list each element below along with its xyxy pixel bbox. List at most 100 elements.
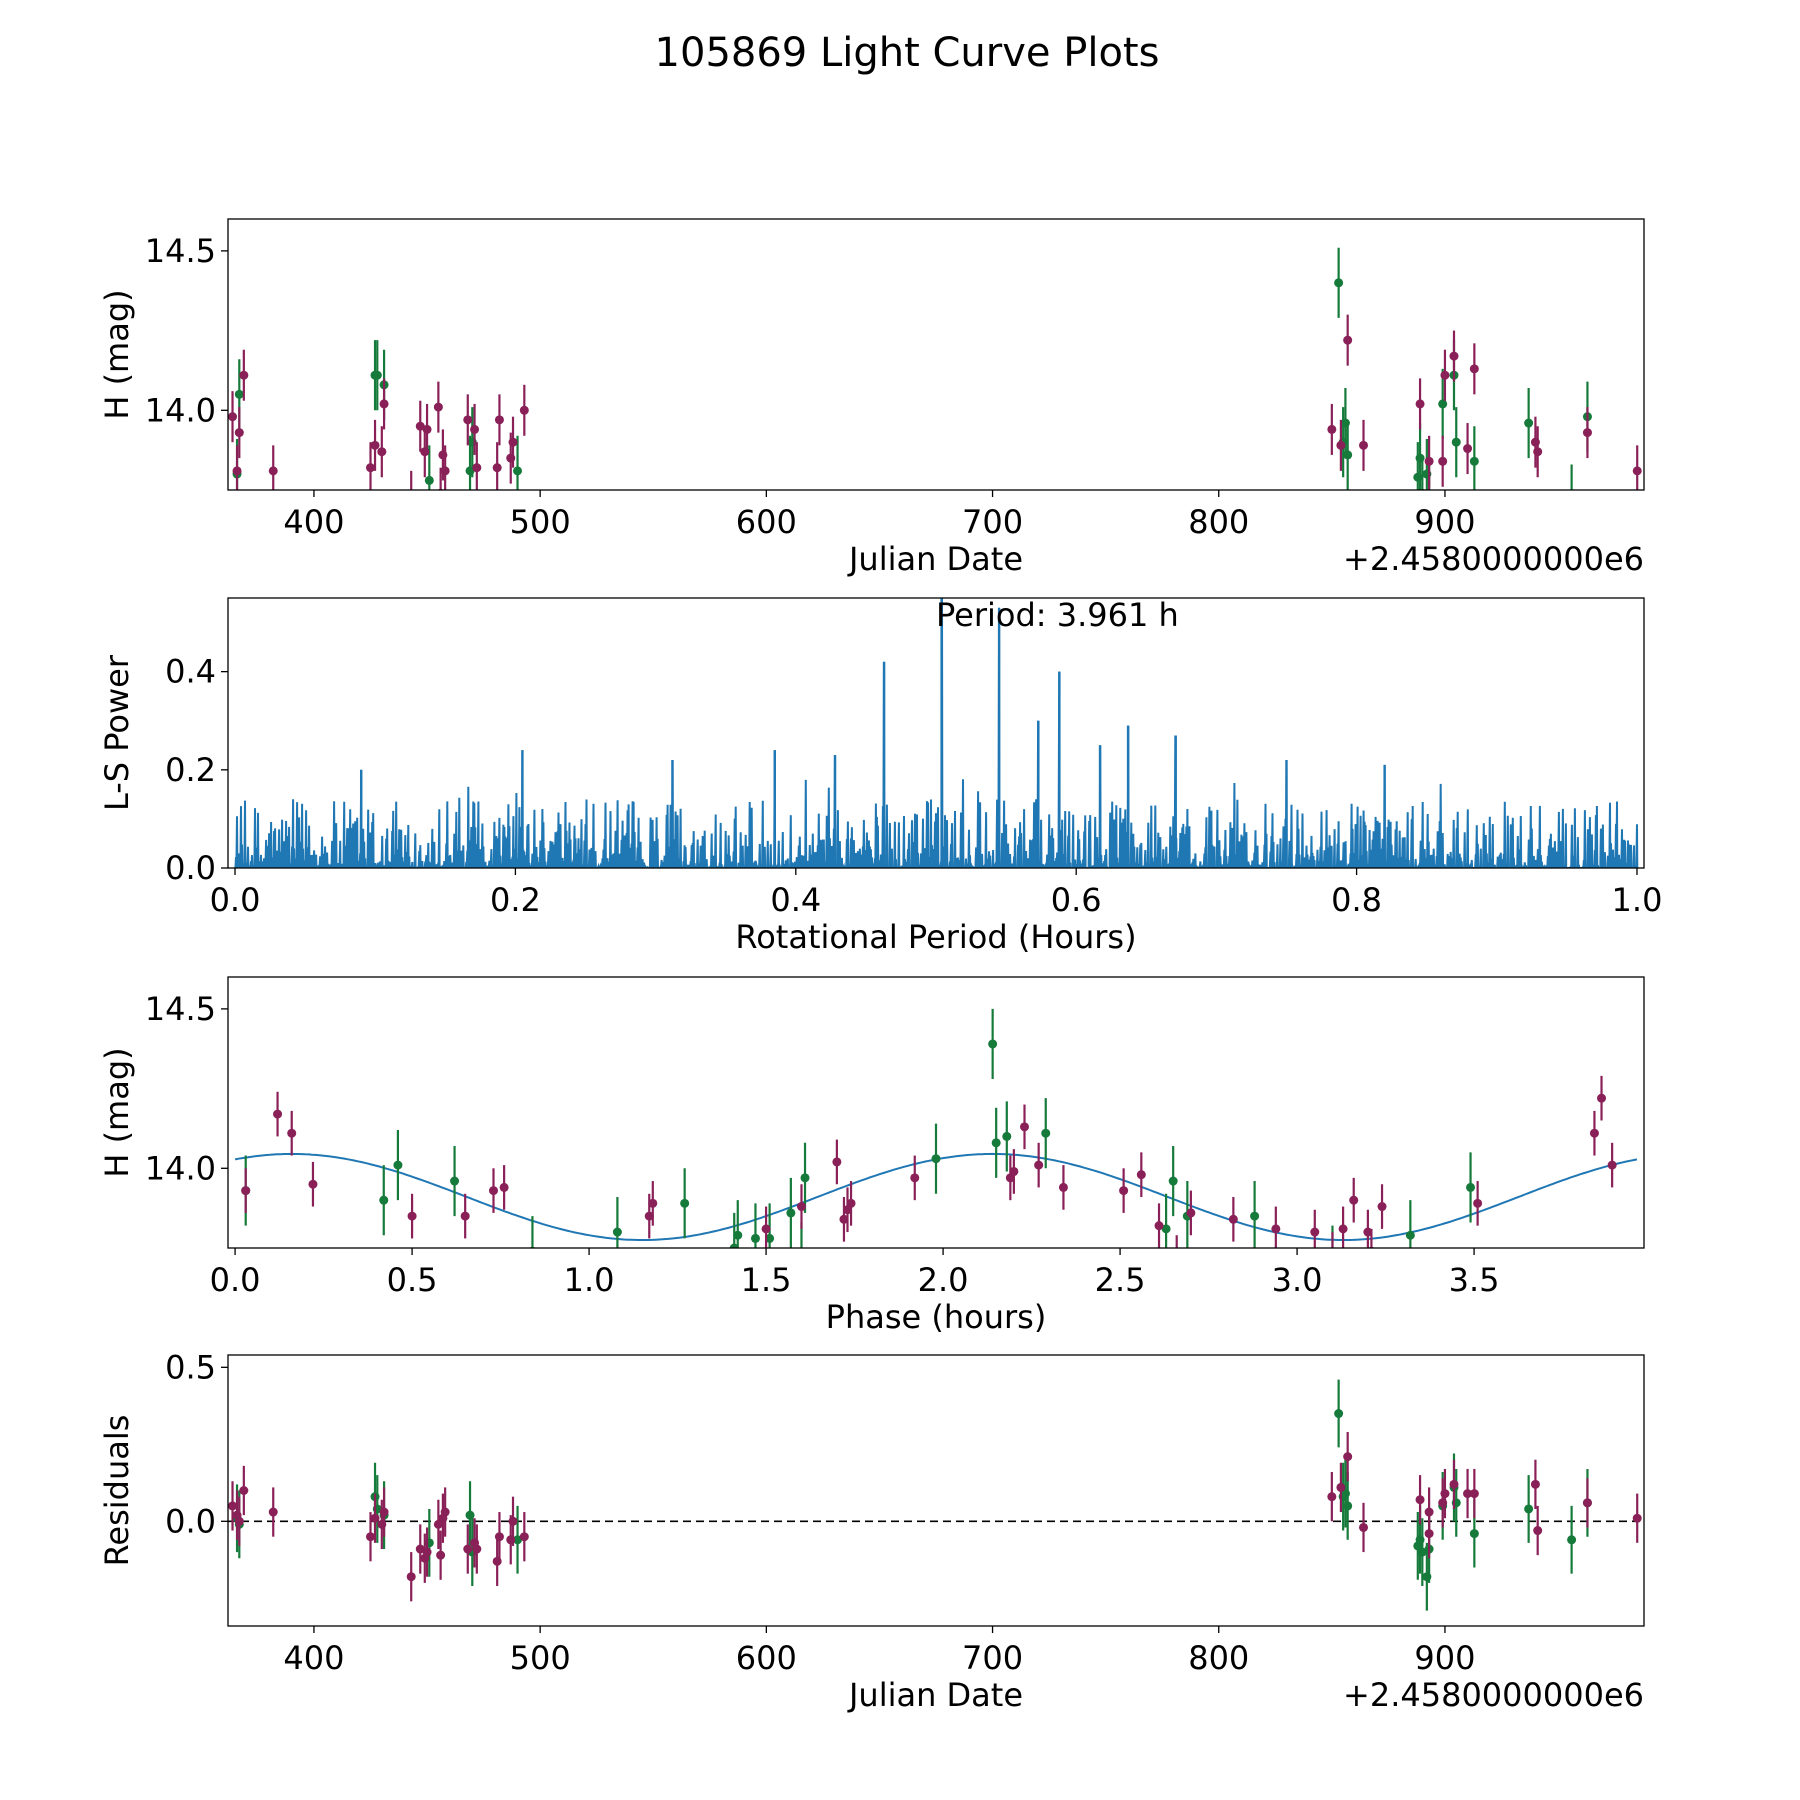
axes-frame: [227, 976, 1645, 1249]
data-point: [680, 1198, 690, 1208]
data-point: [472, 463, 482, 473]
x-tick-label: 900: [1414, 503, 1475, 541]
data-point: [1343, 1501, 1353, 1511]
y-axis-label: Residuals: [98, 1415, 136, 1567]
data-point: [1009, 1166, 1019, 1176]
x-tick-label: 0.8: [1331, 881, 1382, 919]
data-point: [366, 1532, 376, 1542]
data-point: [489, 1186, 498, 1196]
x-tick-label: 800: [1188, 503, 1249, 541]
x-tick-label: 0.6: [1051, 881, 1102, 919]
x-axis-label: Julian Date: [847, 540, 1023, 578]
data-point: [648, 1198, 658, 1208]
data-point: [463, 1544, 473, 1554]
band-maroon-series: [241, 1075, 1617, 1248]
data-point: [508, 1516, 518, 1526]
lightcurve-panel: 400 500 600 700 800 900 14.0 14.5 Julian Date H (…: [98, 218, 1645, 578]
data-point: [450, 1176, 460, 1186]
residuals-panel: 400 500 600 700 800 900 0.0 0.5 Julian Date Resid…: [98, 1348, 1645, 1714]
data-point: [1632, 1513, 1642, 1523]
data-point: [1463, 444, 1473, 454]
data-point: [1524, 418, 1534, 428]
residuals-plot-area: [228, 1379, 1644, 1611]
data-point: [1310, 1227, 1320, 1237]
data-point: [1136, 1170, 1146, 1180]
data-point: [1440, 370, 1450, 380]
data-point: [228, 1501, 238, 1511]
data-point: [1168, 1176, 1178, 1186]
data-point: [1250, 1211, 1260, 1221]
data-point: [422, 1547, 432, 1557]
band-green-series: [232, 247, 1592, 490]
data-point: [234, 389, 244, 399]
data-point: [440, 466, 450, 476]
data-point: [415, 1544, 425, 1554]
axes-frame: [227, 597, 1645, 869]
x-tick-label: 2.0: [918, 1261, 969, 1299]
x-tick-label: 1.0: [1612, 881, 1663, 919]
figure-title: 105869 Light Curve Plots: [655, 30, 1160, 76]
y-tick-label: 0.4: [165, 653, 216, 691]
data-point: [422, 424, 432, 434]
data-point: [499, 1182, 509, 1192]
data-point: [1328, 1256, 1337, 1265]
data-point: [1582, 1498, 1592, 1508]
data-point: [1438, 456, 1448, 466]
data-point: [508, 437, 518, 447]
data-point: [1469, 364, 1479, 374]
x-offset-label: +2.4580000000e6: [1343, 1676, 1644, 1714]
data-point: [612, 1227, 622, 1237]
data-point: [1336, 440, 1346, 450]
x-tick-label: 600: [736, 1639, 797, 1677]
x-tick-label: 1.0: [564, 1261, 615, 1299]
data-point: [1343, 450, 1353, 460]
data-point: [1161, 1224, 1171, 1234]
data-point: [910, 1173, 920, 1183]
data-point: [268, 1507, 278, 1517]
x-tick-label: 500: [510, 503, 571, 541]
data-point: [273, 1109, 283, 1119]
data-point: [406, 1572, 416, 1582]
x-axis-label: Julian Date: [847, 1676, 1023, 1714]
periodogram-plot-area: [234, 598, 1639, 868]
data-point: [1119, 1186, 1129, 1196]
data-point: [846, 1198, 856, 1208]
data-point: [988, 1039, 998, 1049]
y-tick-label: 14.5: [145, 232, 216, 270]
data-point: [1582, 428, 1592, 438]
period-annotation: Period: 3.961 h: [936, 596, 1179, 634]
data-point: [733, 1230, 743, 1240]
data-point: [308, 1179, 318, 1189]
y-tick-label: 0.0: [165, 849, 216, 887]
data-point: [839, 1214, 849, 1224]
data-point: [465, 1510, 475, 1520]
data-point: [991, 1138, 1001, 1148]
data-point: [1469, 1489, 1479, 1499]
data-point: [1424, 1507, 1434, 1517]
data-point: [239, 1486, 249, 1495]
data-point: [377, 447, 387, 457]
x-tick-label: 500: [510, 1639, 571, 1677]
y-axis-label: L-S Power: [98, 654, 136, 811]
data-point: [436, 1550, 446, 1560]
data-point: [796, 1202, 806, 1212]
data-point: [234, 428, 244, 438]
x-tick-label: 0.4: [770, 881, 821, 919]
x-tick-label: 0.2: [490, 881, 541, 919]
data-point: [1473, 1198, 1483, 1208]
y-tick-label: 0.0: [165, 1502, 216, 1540]
data-point: [1359, 1522, 1369, 1532]
x-tick-label: 0.5: [387, 1261, 438, 1299]
y-tick-label: 14.5: [145, 990, 216, 1028]
data-point: [287, 1128, 297, 1138]
data-point: [370, 440, 380, 450]
phased-plot-area: [234, 1008, 1638, 1265]
data-point: [1438, 399, 1448, 409]
data-point: [379, 399, 389, 409]
data-point: [1567, 1535, 1577, 1545]
data-point: [1034, 1160, 1044, 1170]
data-point: [1632, 466, 1642, 476]
x-tick-label: 2.5: [1095, 1261, 1146, 1299]
band-green-series: [241, 1008, 1476, 1265]
axes-frame: [227, 218, 1645, 491]
